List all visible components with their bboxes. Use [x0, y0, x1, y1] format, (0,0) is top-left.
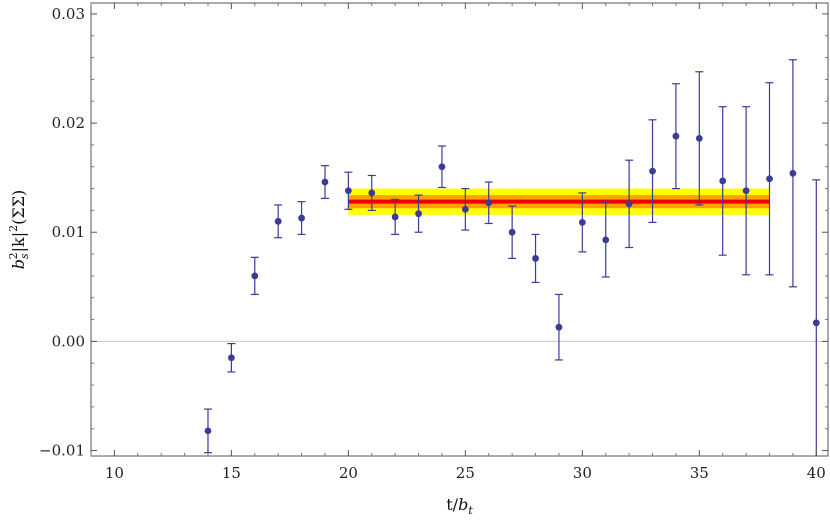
data-point [274, 204, 283, 239]
data-point [671, 83, 680, 190]
data-point [250, 256, 259, 296]
y-tick-label: −0.01 [39, 442, 85, 460]
data-point [391, 198, 400, 236]
point-marker [204, 427, 212, 435]
point-marker [649, 167, 656, 175]
x-tick-label: 10 [105, 464, 124, 482]
x-axis-title: t/bt [446, 495, 473, 517]
data-point [601, 202, 610, 278]
data-point [695, 71, 704, 206]
point-marker [368, 189, 376, 197]
point-marker [344, 187, 352, 195]
data-point [531, 233, 540, 284]
point-marker [789, 169, 797, 177]
point-marker [251, 272, 259, 280]
tick-labels: 10 15 20 25 30 35 40 −0.01 0.00 0.01 0.02 0.03 [39, 5, 826, 482]
data-point [718, 106, 727, 256]
data-points-layer [203, 59, 821, 456]
y-tick-label: 0.02 [52, 114, 85, 132]
data-point [765, 82, 774, 276]
point-marker [602, 236, 610, 244]
data-point [414, 194, 423, 233]
point-marker [532, 255, 539, 262]
data-point [648, 119, 657, 224]
point-marker [298, 214, 305, 222]
x-tick-label: 20 [339, 464, 358, 482]
point-marker [695, 134, 703, 142]
y-tick-label: 0.00 [52, 332, 85, 350]
x-tick-label: 30 [573, 464, 592, 482]
point-marker [625, 200, 633, 208]
point-marker [555, 323, 563, 331]
point-marker [672, 132, 680, 140]
data-point [203, 408, 212, 454]
data-point [344, 171, 353, 210]
data-point [320, 165, 329, 199]
data-point [578, 192, 587, 253]
data-point [297, 201, 306, 236]
point-marker [485, 199, 493, 207]
y-tick-label: 0.01 [52, 223, 85, 241]
data-point [742, 106, 751, 276]
point-marker [719, 177, 727, 185]
plot-frame [90, 2, 829, 457]
y-axis-title: bs2|k|2(ΣΣ) [7, 190, 31, 270]
data-point [554, 293, 563, 361]
x-tick-label: 15 [222, 464, 241, 482]
tick-marks [90, 3, 828, 456]
fit-band-layer [348, 188, 770, 215]
x-tick-label: 25 [456, 464, 475, 482]
point-marker [766, 175, 773, 183]
x-tick-label: 35 [690, 464, 709, 482]
data-point [508, 205, 517, 260]
point-marker [578, 219, 586, 226]
point-marker [438, 163, 446, 171]
x-tick-label: 40 [807, 464, 826, 482]
point-marker [461, 205, 469, 213]
point-marker [415, 210, 422, 218]
data-point [625, 159, 634, 249]
point-marker [274, 217, 282, 225]
point-marker [508, 228, 516, 236]
data-point [812, 179, 821, 456]
data-point [437, 145, 446, 189]
data-point [788, 59, 797, 288]
y-tick-label: 0.03 [52, 5, 85, 23]
data-point [484, 181, 493, 225]
point-marker [321, 178, 329, 186]
point-marker [742, 187, 750, 195]
data-point [461, 187, 470, 231]
data-point [367, 174, 376, 211]
axes-frame [90, 2, 829, 457]
point-marker [391, 213, 399, 221]
point-marker [227, 354, 235, 362]
point-marker [812, 319, 820, 327]
data-point [227, 342, 236, 373]
